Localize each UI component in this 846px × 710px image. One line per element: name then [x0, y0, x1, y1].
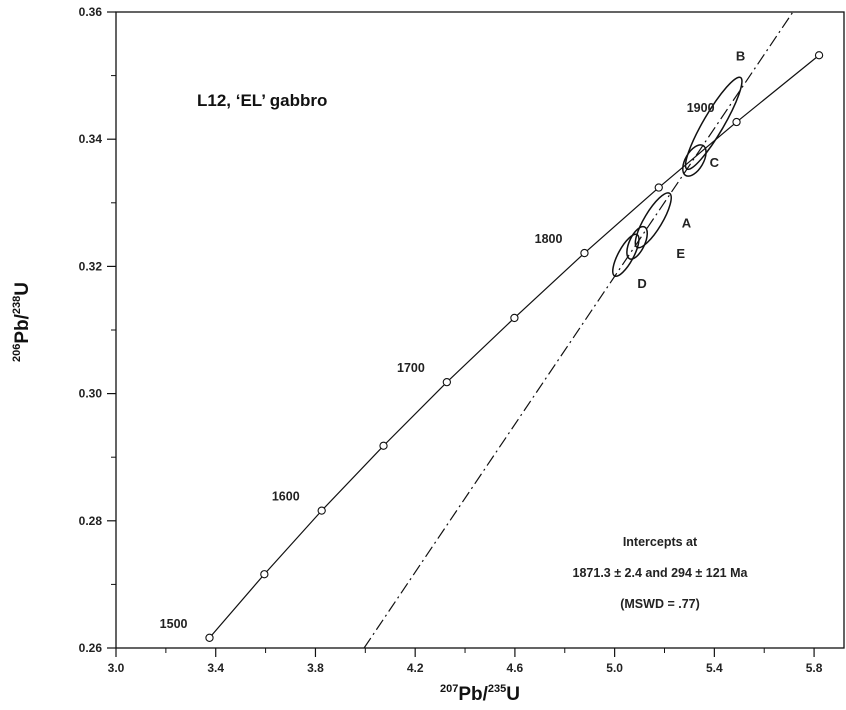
y-axis-ticks: 0.26 0.28 0.30 0.32 0.34 0.36: [79, 5, 116, 655]
concordia-age-marker: [379, 441, 388, 450]
x-tick-label: 3.0: [108, 661, 125, 675]
concordia-age-marker: [654, 183, 663, 192]
annotation-line-2: 1871.3 ± 2.4 and 294 ± 121 Ma: [573, 566, 749, 580]
x-tick-label: 3.4: [207, 661, 224, 675]
chart-title: L12, ‘EL’ gabbro: [197, 91, 327, 110]
y-tick-label: 0.28: [79, 514, 103, 528]
x-tick-label: 5.4: [706, 661, 723, 675]
concordia-age-marker: [205, 633, 214, 642]
y-axis-title: 206Pb/238U: [11, 282, 33, 362]
age-label: 1500: [160, 617, 188, 631]
y-tick-label: 0.36: [79, 5, 103, 19]
ellipse-label-a: A: [682, 216, 692, 231]
annotation-line-1: Intercepts at: [623, 535, 698, 549]
x-tick-label: 3.8: [307, 661, 324, 675]
x-axis-title: 207Pb/235U: [440, 683, 520, 705]
concordia-age-marker: [510, 313, 519, 323]
error-ellipse-layer: [612, 76, 743, 278]
y-tick-label: 0.32: [79, 259, 103, 273]
y-tick-label: 0.34: [79, 132, 103, 146]
concordia-curve-layer: [205, 51, 824, 642]
concordia-age-marker: [814, 51, 824, 60]
ellipse-label-b: B: [736, 48, 745, 63]
error-ellipse-b: [684, 76, 743, 171]
annotation-line-3: (MSWD = .77): [620, 597, 700, 611]
age-label-layer: 1500 1600 1700 1800 1900: [160, 101, 715, 631]
age-label: 1800: [535, 232, 563, 246]
ellipse-label-e: E: [676, 246, 685, 261]
age-label: 1700: [397, 361, 425, 375]
y-tick-label: 0.26: [79, 641, 103, 655]
ellipse-label-layer: B C AE D: [637, 48, 745, 291]
ellipse-label-c: C: [710, 155, 720, 170]
concordia-curve: [209, 54, 820, 639]
concordia-age-marker: [732, 117, 741, 127]
discordia-line-layer: [363, 11, 794, 649]
discordia-line: [363, 11, 794, 649]
concordia-age-marker: [260, 570, 269, 579]
error-ellipse-e: [626, 225, 648, 260]
ellipse-label-d: D: [637, 276, 646, 291]
x-tick-label: 4.6: [507, 661, 524, 675]
concordia-age-marker: [580, 248, 589, 258]
age-label: 1900: [687, 101, 715, 115]
x-axis-ticks: 3.0 3.4 3.8 4.2 4.6 5.0 5.4 5.8: [108, 648, 823, 675]
x-tick-label: 5.0: [606, 661, 623, 675]
y-tick-label: 0.30: [79, 387, 103, 401]
x-tick-label: 5.8: [806, 661, 823, 675]
x-tick-label: 4.2: [407, 661, 424, 675]
age-label: 1600: [272, 490, 300, 504]
error-ellipse-c: [682, 144, 707, 177]
error-ellipse-d: [612, 233, 640, 278]
concordia-age-marker: [442, 378, 451, 387]
concordia-age-marker: [317, 506, 326, 515]
